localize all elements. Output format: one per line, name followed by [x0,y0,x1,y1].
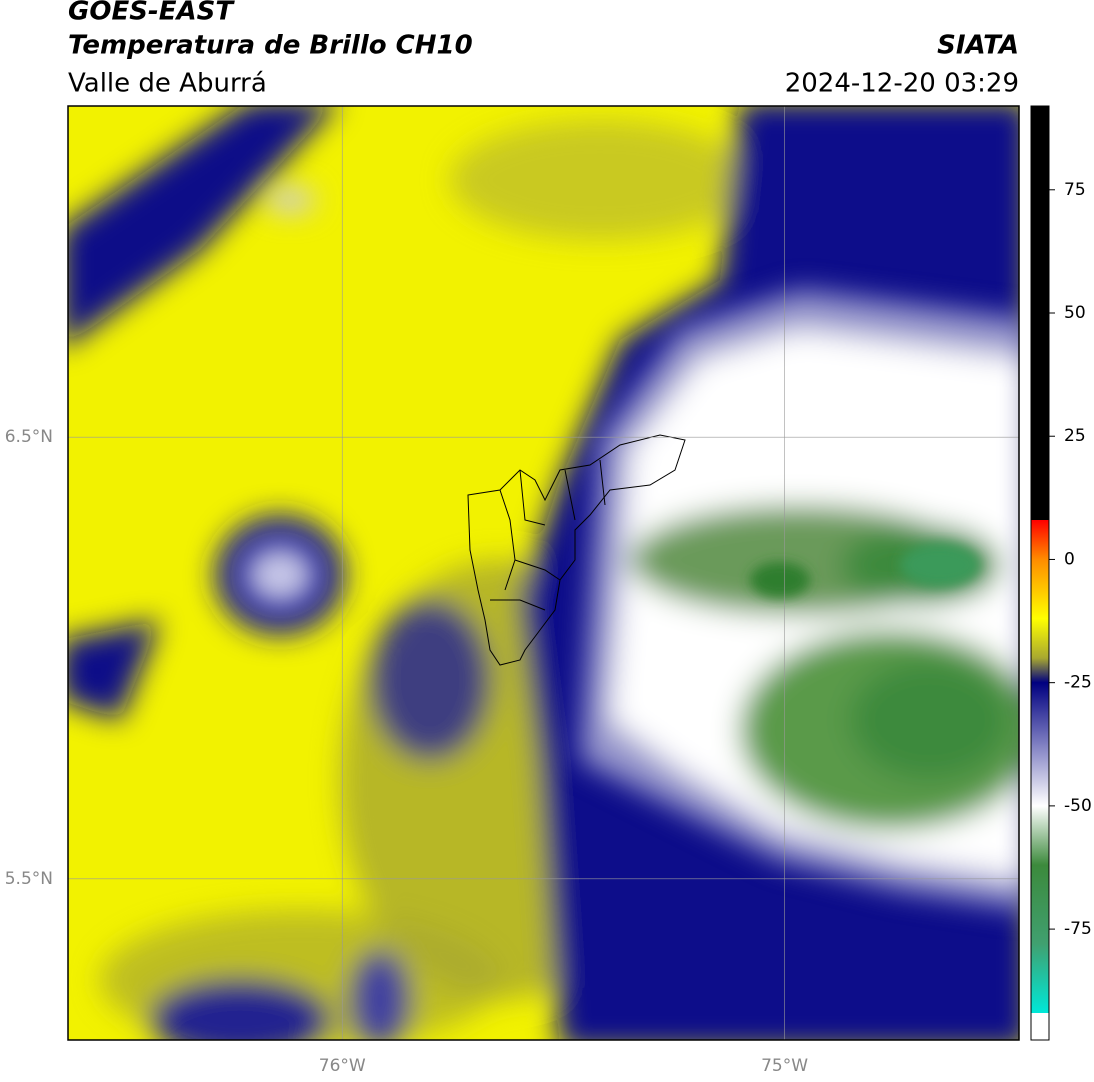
colorbar-tick-label: 50 [1064,303,1086,323]
colorbar-tick-label: -50 [1064,796,1092,816]
lon-label: 75°W [761,1056,808,1076]
colorbar-tick-label: 75 [1064,180,1086,200]
datetime: 2024-12-20 03:29 [785,69,1019,99]
municipal-boundaries [467,434,686,666]
region: Valle de Aburrá [68,69,267,99]
lat-label: 6.5°N [5,427,53,447]
source: SIATA [937,31,1019,61]
map-frame [67,105,1020,1041]
grid [68,106,1019,1040]
lat-label: 5.5°N [5,869,53,889]
colorbar-tick-label: -75 [1064,919,1092,939]
subtitle: Temperatura de Brillo CH10 [68,31,473,61]
satellite-image [68,106,1019,1040]
colorbar-tick-label: 25 [1064,426,1086,446]
colorbar-tick-label: -25 [1064,673,1092,693]
colorbar [1030,105,1050,1041]
colorbar-tick-label: 0 [1064,549,1075,569]
lon-label: 76°W [319,1056,366,1076]
title: GOES-EAST [68,0,235,27]
